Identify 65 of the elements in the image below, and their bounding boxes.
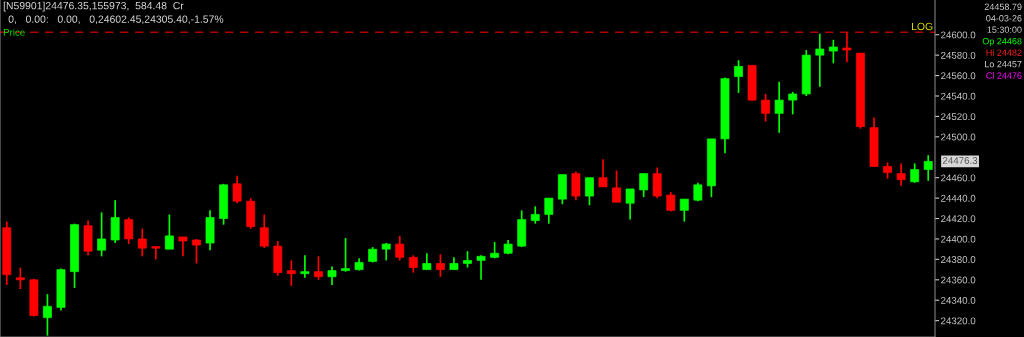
candlestick [286, 259, 296, 287]
y-tick-label: 24400.0 [941, 235, 976, 243]
candlestick [761, 93, 771, 123]
text: Cl 24476 [986, 72, 1022, 79]
chart-title: [N59901]24476.35,155973, 584.48 Cr [3, 1, 184, 12]
y-tick-label: 24560.0 [941, 72, 976, 80]
candlestick [910, 162, 920, 184]
candlestick [476, 254, 486, 281]
candlestick [585, 176, 594, 207]
candlestick [652, 166, 662, 199]
candlestick [178, 236, 188, 258]
candlestick [137, 227, 147, 258]
candlestick [314, 255, 323, 281]
candlestick [232, 174, 242, 205]
y-tick-label: 24380.0 [941, 256, 976, 264]
candlestick [896, 162, 906, 187]
annotation: Price [3, 28, 25, 36]
y-tick-label: 24500.0 [941, 133, 976, 141]
candlestick [828, 38, 838, 65]
text: 0, 0.00: 0.00, 0,24602.45,24305.40,-1.57% [8, 15, 224, 25]
y-tick-label: 24420.0 [941, 215, 976, 223]
text: Op 24468 [982, 37, 1022, 47]
y-tick-label: 24320.0 [941, 317, 976, 325]
annotation: LOG [911, 22, 933, 31]
text: 15:30:00 [987, 26, 1022, 33]
candlestick [259, 213, 269, 249]
candlestick [842, 31, 852, 64]
candlestick [395, 235, 405, 262]
candlestick [734, 59, 743, 94]
candlestick [97, 211, 107, 258]
y-tick-label: 24600.0 [941, 31, 976, 39]
y-tick-label: 24540.0 [941, 92, 976, 100]
y-tick-label: 24440.0 [941, 194, 976, 202]
candlestick [327, 265, 337, 286]
text: 24476.3 [942, 157, 978, 164]
candlestick [598, 158, 608, 188]
text: Hi 24482 [986, 49, 1022, 56]
candlestick [341, 237, 350, 273]
candlestick [679, 198, 689, 223]
candlestick [192, 238, 201, 265]
candlestick [923, 154, 933, 182]
y-tick-label: 24460.0 [941, 174, 976, 182]
candlestick [774, 80, 784, 134]
candlestick [571, 170, 581, 201]
text: 24458.79 [984, 3, 1022, 10]
text: Lo 24457 [985, 60, 1022, 68]
candlestick [300, 254, 310, 279]
candlestick [43, 293, 52, 337]
y-tick-label: 24520.0 [941, 113, 976, 121]
candlestick [639, 172, 649, 198]
candlestick [612, 169, 621, 204]
y-tick-label: 24360.0 [941, 276, 976, 284]
y-tick-label: 24580.0 [941, 51, 976, 59]
candlestick [435, 253, 445, 278]
candlestick [15, 266, 25, 290]
y-tick-label: 24340.0 [941, 296, 976, 304]
candlestick [815, 32, 825, 88]
text: 04-03-26 [986, 15, 1022, 22]
candlestick [625, 188, 635, 221]
candlestick [110, 199, 120, 244]
candlestick [124, 216, 134, 245]
candlestick [788, 91, 798, 116]
candlestick [544, 197, 554, 225]
candlestick [151, 245, 161, 261]
candlestick [164, 213, 174, 251]
